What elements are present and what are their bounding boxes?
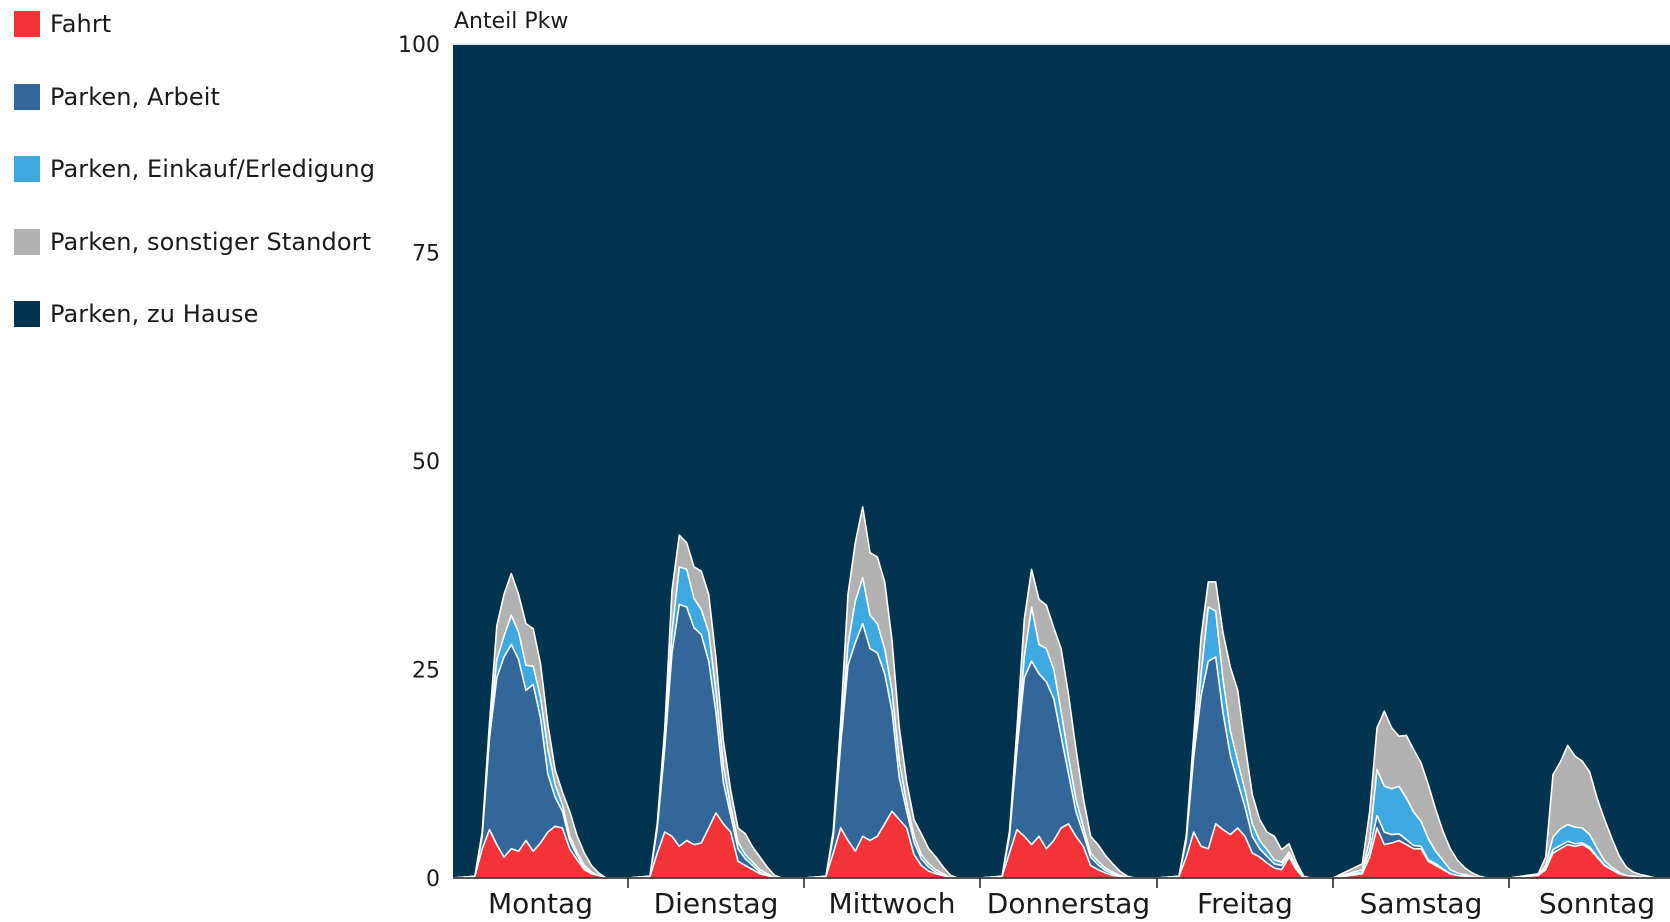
legend-item-zuhause: Parken, zu Hause xyxy=(14,296,375,332)
day-group-dienstag xyxy=(627,534,805,879)
legend-item-arbeit: Parken, Arbeit xyxy=(14,79,375,115)
legend-label-fahrt: Fahrt xyxy=(50,10,112,38)
legend-label-zuhause: Parken, zu Hause xyxy=(50,300,259,328)
legend-label-einkauf: Parken, Einkauf/Erledigung xyxy=(50,155,376,183)
legend-label-sonstiger: Parken, sonstiger Standort xyxy=(50,227,372,256)
legend-swatch-fahrt xyxy=(14,11,40,37)
legend-swatch-sonstiger xyxy=(14,228,40,255)
y-tick-label: 0 xyxy=(426,867,440,892)
legend-swatch-einkauf xyxy=(14,156,40,182)
series-areas xyxy=(453,506,1670,879)
x-tick-label-dienstag: Dienstag xyxy=(654,887,779,920)
legend-swatch-zuhause xyxy=(14,301,40,327)
legend-label-arbeit: Parken, Arbeit xyxy=(50,82,221,111)
legend-swatch-arbeit xyxy=(14,83,40,110)
x-tick-label-donnerstag: Donnerstag xyxy=(987,887,1150,920)
day-group-donnerstag xyxy=(979,568,1158,879)
legend-item-einkauf: Parken, Einkauf/Erledigung xyxy=(14,151,375,187)
legend-item-fahrt: Fahrt xyxy=(14,6,375,42)
y-tick-label: 75 xyxy=(412,242,440,267)
legend-item-sonstiger: Parken, sonstiger Standort xyxy=(14,224,375,260)
x-tick-label-samstag: Samstag xyxy=(1360,887,1483,920)
day-group-sonntag xyxy=(1508,744,1670,879)
y-axis-label: Anteil Pkw xyxy=(454,9,568,34)
x-tick-label-montag: Montag xyxy=(488,887,593,920)
day-group-samstag xyxy=(1332,710,1510,879)
y-tick-label: 100 xyxy=(398,33,440,58)
y-tick-label: 25 xyxy=(412,659,440,684)
y-tick-label: 50 xyxy=(412,450,440,475)
x-tick-label-sonntag: Sonntag xyxy=(1539,887,1655,920)
legend: Fahrt Parken, Arbeit Parken, Einkauf/Erl… xyxy=(14,6,375,369)
axes: 0 25 50 75 100 Montag Dienstag Mittwoch Donnerst… xyxy=(398,33,1670,920)
x-tick-label-freitag: Freitag xyxy=(1197,887,1293,920)
x-tick-label-mittwoch: Mittwoch xyxy=(828,887,955,920)
day-group-mittwoch xyxy=(803,506,981,879)
day-group-freitag xyxy=(1156,581,1334,879)
